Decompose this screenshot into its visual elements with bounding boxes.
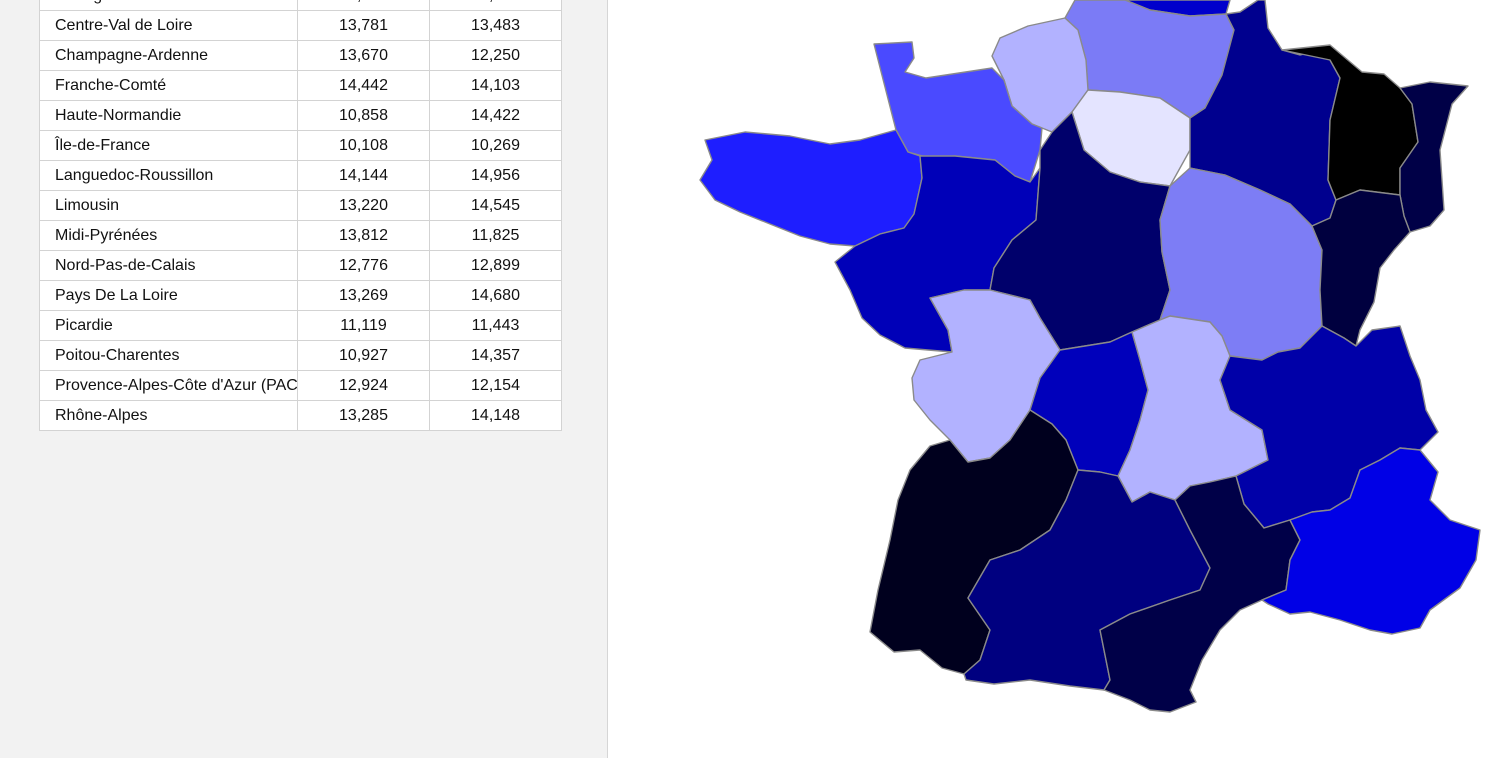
- table-row[interactable]: Franche-Comté 14,442 14,103: [39, 70, 562, 101]
- value-2-cell: 14,680: [429, 280, 562, 311]
- value-2-cell: 11,443: [429, 310, 562, 341]
- france-regions-map: [699, 0, 1481, 713]
- table-row[interactable]: Poitou-Charentes 10,927 14,357: [39, 340, 562, 371]
- table-row[interactable]: Picardie 11,119 11,443: [39, 310, 562, 341]
- value-2-cell: 12,154: [429, 370, 562, 401]
- region-name-cell: Limousin: [39, 190, 298, 221]
- table-row[interactable]: Pays De La Loire 13,269 14,680: [39, 280, 562, 311]
- table-row[interactable]: Limousin 13,220 14,545: [39, 190, 562, 221]
- region-franche-comte[interactable]: [1311, 189, 1411, 347]
- region-name-cell: Picardie: [39, 310, 298, 341]
- region-bretagne[interactable]: [699, 129, 923, 247]
- value-1-cell: 13,285: [297, 400, 430, 431]
- value-1-cell: 12,776: [297, 250, 430, 281]
- table-row[interactable]: Haute-Normandie 10,858 14,422: [39, 100, 562, 131]
- value-2-cell: 11,825: [429, 220, 562, 251]
- value-1-cell: 14,144: [297, 160, 430, 191]
- table-row[interactable]: Centre-Val de Loire 13,781 13,483: [39, 10, 562, 41]
- value-1-cell: 10,927: [297, 340, 430, 371]
- region-name-cell: Centre-Val de Loire: [39, 10, 298, 41]
- value-1-cell: 13,781: [297, 10, 430, 41]
- value-1-cell: 13,220: [297, 190, 430, 221]
- value-2-cell: 14,357: [429, 340, 562, 371]
- value-1-cell: 13,269: [297, 280, 430, 311]
- region-name-cell: Rhône-Alpes: [39, 400, 298, 431]
- value-2-cell: 10,792: [429, 0, 562, 11]
- value-2-cell: 14,148: [429, 400, 562, 431]
- region-name-cell: Midi-Pyrénées: [39, 220, 298, 251]
- value-2-cell: 12,250: [429, 40, 562, 71]
- region-alsace[interactable]: [1399, 81, 1469, 233]
- table-row[interactable]: Midi-Pyrénées 13,812 11,825: [39, 220, 562, 251]
- region-provence-alpes-cote-dazur[interactable]: [1261, 447, 1481, 635]
- value-1-cell: 11,119: [297, 310, 430, 341]
- table-row[interactable]: Île-de-France 10,108 10,269: [39, 130, 562, 161]
- region-languedoc-roussillon[interactable]: [1099, 475, 1301, 713]
- table-row[interactable]: Champagne-Ardenne 13,670 12,250: [39, 40, 562, 71]
- value-2-cell: 14,422: [429, 100, 562, 131]
- region-name-cell: Poitou-Charentes: [39, 340, 298, 371]
- value-2-cell: 14,956: [429, 160, 562, 191]
- region-name-cell: Pays De La Loire: [39, 280, 298, 311]
- region-name-cell: Champagne-Ardenne: [39, 40, 298, 71]
- region-name-cell: Bretagne: [39, 0, 298, 11]
- value-2-cell: 10,269: [429, 130, 562, 161]
- value-2-cell: 12,899: [429, 250, 562, 281]
- table-row[interactable]: Bretagne12,54310,792: [39, 0, 562, 11]
- map-panel: [608, 0, 1500, 758]
- table-row[interactable]: Languedoc-Roussillon 14,144 14,956: [39, 160, 562, 191]
- region-name-cell: Languedoc-Roussillon: [39, 160, 298, 191]
- region-data-grid: Bretagne12,54310,792Centre-Val de Loire1…: [39, 0, 562, 431]
- grid-body: Bretagne12,54310,792Centre-Val de Loire1…: [39, 0, 562, 431]
- region-name-cell: Franche-Comté: [39, 70, 298, 101]
- region-name-cell: Haute-Normandie: [39, 100, 298, 131]
- value-1-cell: 10,108: [297, 130, 430, 161]
- table-row[interactable]: Provence-Alpes-Côte d'Azur (PACA) 12,924 1…: [39, 370, 562, 401]
- value-1-cell: 12,543: [297, 0, 430, 11]
- value-1-cell: 12,924: [297, 370, 430, 401]
- value-1-cell: 13,812: [297, 220, 430, 251]
- region-name-cell: Provence-Alpes-Côte d'Azur (PACA): [39, 370, 298, 401]
- value-1-cell: 13,670: [297, 40, 430, 71]
- value-1-cell: 14,442: [297, 70, 430, 101]
- table-row[interactable]: Nord-Pas-de-Calais 12,776 12,899: [39, 250, 562, 281]
- value-1-cell: 10,858: [297, 100, 430, 131]
- table-row[interactable]: Rhône-Alpes 13,285 14,148: [39, 400, 562, 431]
- region-name-cell: Île-de-France: [39, 130, 298, 161]
- value-2-cell: 14,545: [429, 190, 562, 221]
- data-table-panel: Bretagne12,54310,792Centre-Val de Loire1…: [0, 0, 608, 758]
- region-name-cell: Nord-Pas-de-Calais: [39, 250, 298, 281]
- value-2-cell: 13,483: [429, 10, 562, 41]
- value-2-cell: 14,103: [429, 70, 562, 101]
